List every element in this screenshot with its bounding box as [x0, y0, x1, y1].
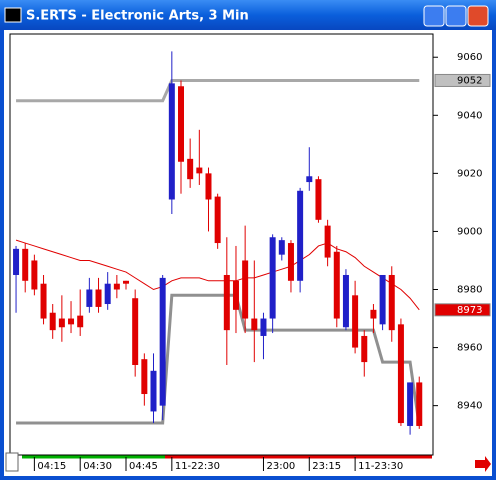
x-tick-label: 11-22:30 — [175, 461, 220, 472]
candle-body — [342, 274, 349, 328]
candle-body — [40, 283, 47, 319]
candle-body — [187, 158, 194, 180]
candle-body — [168, 83, 175, 200]
y-tick-label: 9040 — [457, 110, 482, 121]
window-title: S.ERTS - Electronic Arts, 3 Min — [26, 9, 249, 24]
candle-body — [150, 370, 157, 412]
candle-body — [407, 382, 414, 426]
candle-body — [324, 225, 331, 258]
candle-body — [260, 318, 267, 336]
candle-body — [104, 283, 111, 305]
y-tick-label: 9020 — [457, 168, 482, 179]
candle-body — [388, 274, 395, 331]
candle-body — [22, 248, 29, 281]
candle-body — [251, 318, 258, 331]
candle-body — [77, 315, 84, 328]
x-tick-label: 04:45 — [129, 461, 158, 472]
scroll-box[interactable] — [5, 452, 19, 472]
candle-body — [205, 173, 212, 200]
candle-body — [297, 190, 304, 281]
candle-body — [361, 335, 368, 363]
candle-body — [397, 324, 404, 424]
candle-body — [68, 318, 75, 325]
maximize-button[interactable] — [445, 5, 467, 27]
candle-body — [278, 240, 285, 255]
plot-border — [9, 33, 434, 456]
candle-body — [352, 295, 359, 348]
price-marker — [434, 73, 491, 87]
y-tick-label: 9000 — [457, 226, 482, 237]
candle-body — [132, 298, 139, 365]
indicator-line — [15, 239, 420, 311]
indicator-line — [16, 293, 421, 427]
app-icon — [4, 7, 22, 23]
x-tick-label: 23:15 — [312, 461, 341, 472]
x-tick-label: 04:30 — [83, 461, 112, 472]
candle-body — [159, 277, 166, 406]
candle-body — [31, 260, 38, 290]
x-tick-label: 11-23:30 — [358, 461, 403, 472]
candle-body — [86, 289, 93, 307]
candle-body — [49, 312, 56, 331]
scroll-arrow[interactable] — [475, 456, 491, 472]
candle-body — [242, 260, 249, 319]
close-button[interactable] — [467, 5, 489, 27]
candle-body — [177, 86, 184, 162]
candle-body — [223, 274, 230, 331]
candle-body — [232, 280, 239, 310]
candle-body — [269, 237, 276, 319]
y-tick-label: 8960 — [457, 343, 482, 354]
candle-body — [214, 196, 221, 244]
candle-body — [379, 274, 386, 325]
candle-body — [370, 309, 377, 319]
candle-body — [141, 359, 148, 395]
y-tick-label: 8980 — [457, 285, 482, 296]
y-tick-label: 9060 — [457, 52, 482, 63]
candle-body — [13, 248, 20, 275]
indicator-line — [16, 78, 420, 103]
candle-body — [315, 179, 322, 220]
x-tick-label: 04:15 — [37, 461, 66, 472]
candle-body — [287, 243, 294, 281]
price-marker-label: 8973 — [457, 305, 482, 316]
candle-body — [196, 167, 203, 174]
candle-body — [306, 176, 313, 183]
candle-body — [333, 251, 340, 319]
candle-body — [416, 382, 423, 426]
candle-body — [95, 289, 102, 307]
price-marker — [434, 303, 491, 317]
candle-body — [58, 318, 65, 328]
candle-body — [113, 283, 120, 290]
title-bar — [0, 0, 496, 30]
x-tick-label: 23:00 — [266, 461, 295, 472]
candle-body — [123, 280, 130, 284]
price-marker-label: 9052 — [457, 75, 482, 86]
y-tick-label: 8940 — [457, 401, 482, 412]
minimize-button[interactable] — [423, 5, 445, 27]
